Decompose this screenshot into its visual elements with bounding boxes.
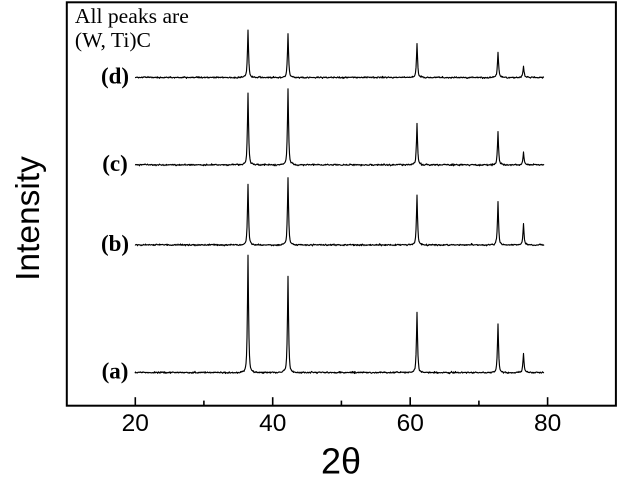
svg-text:40: 40 <box>259 410 286 437</box>
svg-text:(d): (d) <box>101 64 129 89</box>
svg-text:20: 20 <box>122 410 149 437</box>
svg-text:60: 60 <box>397 410 424 437</box>
svg-text:(b): (b) <box>101 231 129 256</box>
svg-text:All peaks are: All peaks are <box>75 4 189 28</box>
svg-text:80: 80 <box>534 410 561 437</box>
svg-text:(W, Ti)C: (W, Ti)C <box>75 28 151 52</box>
svg-text:(c): (c) <box>102 151 128 176</box>
svg-text:2θ: 2θ <box>321 441 361 481</box>
svg-text:Intensity: Intensity <box>10 156 47 281</box>
svg-text:(a): (a) <box>102 359 129 384</box>
